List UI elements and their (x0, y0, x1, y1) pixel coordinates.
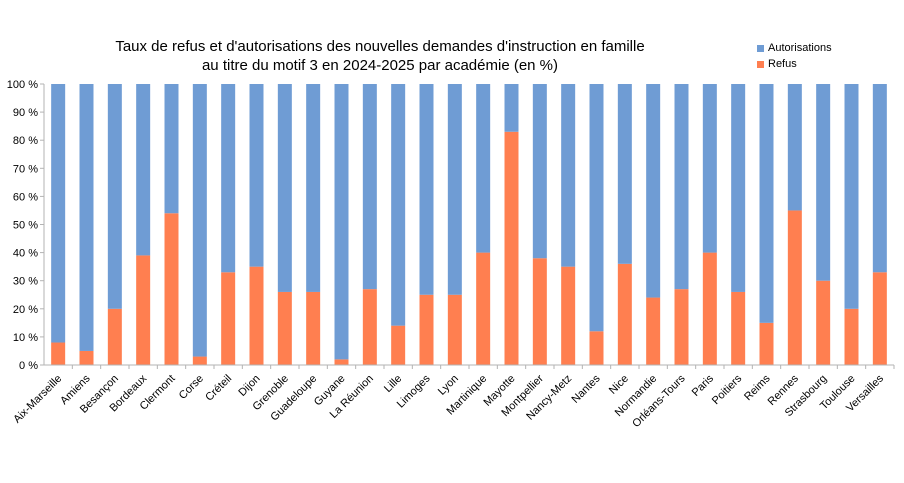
bar-refus (391, 325, 406, 365)
bar-autorisations (674, 84, 689, 290)
legend-item-autorisations: Autorisations (757, 42, 832, 54)
bar-refus (447, 294, 462, 365)
y-tick-label: 10 % (13, 332, 38, 344)
y-tick-label: 50 % (13, 220, 38, 232)
bar-refus (79, 350, 94, 365)
bar-autorisations (872, 84, 887, 273)
bar-refus (702, 252, 717, 365)
bar-autorisations (334, 84, 349, 360)
bar-autorisations (221, 84, 236, 273)
bar-refus (419, 294, 434, 365)
legend-swatch-autorisations (757, 44, 764, 52)
bar-autorisations (447, 84, 462, 295)
bar-refus (306, 291, 321, 365)
bar-refus (787, 210, 802, 365)
x-tick-label: Créteil (203, 373, 234, 404)
x-tick-label: Nice (607, 373, 631, 397)
chart-title-line-2: au titre du motif 3 en 2024-2025 par aca… (201, 57, 559, 74)
bar-autorisations (731, 84, 746, 292)
bar-autorisations (816, 84, 831, 281)
bar-refus (816, 280, 831, 365)
bar-autorisations (249, 84, 264, 267)
bar-refus (51, 342, 66, 365)
bar-refus (107, 308, 122, 365)
bar-autorisations (646, 84, 661, 298)
y-tick-label: 40 % (13, 248, 38, 260)
bar-autorisations (362, 84, 377, 290)
y-tick-label: 70 % (13, 163, 38, 175)
bar-refus (674, 289, 689, 365)
bar-autorisations (476, 84, 491, 253)
bar-refus (561, 266, 576, 365)
legend-item-refus: Refus (757, 58, 797, 70)
y-tick-label: 60 % (13, 191, 38, 203)
bar-autorisations (532, 84, 547, 259)
bar-autorisations (306, 84, 321, 292)
bar-refus (731, 291, 746, 365)
bar-autorisations (391, 84, 406, 326)
bar-autorisations (277, 84, 292, 292)
chart-title-line-1: Taux de refus et d'autorisations des nou… (115, 38, 645, 55)
bar-refus (617, 263, 632, 365)
bar-refus (532, 258, 547, 365)
bar-autorisations (79, 84, 94, 351)
bar-refus (136, 255, 151, 365)
bar-autorisations (419, 84, 434, 295)
y-tick-label: 90 % (13, 107, 38, 119)
bar-autorisations (164, 84, 179, 214)
bar-autorisations (589, 84, 604, 332)
bar-refus (362, 289, 377, 365)
y-tick-label: 20 % (13, 304, 38, 316)
bar-autorisations (107, 84, 122, 309)
bar-refus (589, 331, 604, 365)
bar-refus (164, 213, 179, 365)
bar-autorisations (136, 84, 151, 256)
legend-swatch-refus (757, 60, 764, 68)
x-tick-label: Dijon (236, 373, 262, 399)
bar-refus (334, 359, 349, 365)
bar-autorisations (192, 84, 207, 357)
bar-refus (759, 322, 774, 365)
bar-autorisations (617, 84, 632, 264)
y-tick-label: 100 % (7, 79, 38, 91)
bar-refus (844, 308, 859, 365)
legend-label-autorisations: Autorisations (768, 42, 832, 54)
bar-autorisations (702, 84, 717, 253)
bar-autorisations (51, 84, 66, 343)
x-tick-label: Corse (177, 373, 206, 402)
y-tick-label: 30 % (13, 276, 38, 288)
bar-autorisations (504, 84, 519, 132)
bar-refus (872, 272, 887, 365)
y-tick-label: 0 % (19, 360, 38, 372)
y-tick-label: 80 % (13, 135, 38, 147)
legend-label-refus: Refus (768, 58, 797, 70)
bar-autorisations (561, 84, 576, 267)
x-tick-label: Lyon (436, 373, 461, 398)
bar-autorisations (759, 84, 774, 323)
bar-refus (646, 297, 661, 365)
x-tick-label: Poitiers (710, 372, 745, 407)
bar-refus (476, 252, 491, 365)
bar-autorisations (787, 84, 802, 211)
bar-refus (249, 266, 264, 365)
x-tick-label: Aix-Marseille (11, 373, 64, 426)
bar-refus (192, 356, 207, 365)
bar-refus (277, 291, 292, 365)
bar-refus (221, 272, 236, 365)
bar-refus (504, 131, 519, 365)
x-tick-label: Nantes (569, 372, 602, 405)
bar-autorisations (844, 84, 859, 309)
x-tick-label: Lille (382, 373, 404, 395)
